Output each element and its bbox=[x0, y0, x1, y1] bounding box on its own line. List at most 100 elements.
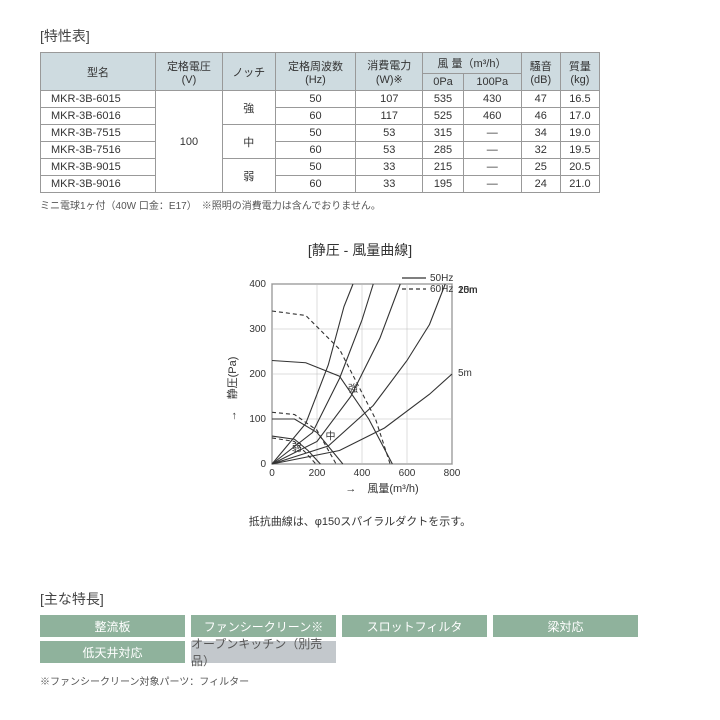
cell-weight: 19.0 bbox=[560, 125, 599, 142]
th-weight-text: 質量 (kg) bbox=[569, 61, 591, 86]
svg-text:200: 200 bbox=[309, 468, 326, 479]
th-freq-text: 定格周波数 (Hz) bbox=[288, 61, 343, 86]
table-row: MKR-3B-7515中5053315―3419.0 bbox=[41, 125, 600, 142]
svg-text:800: 800 bbox=[444, 468, 461, 479]
cell-noise: 47 bbox=[521, 91, 560, 108]
table-row: MKR-3B-9016 6033195―2421.0 bbox=[41, 176, 600, 193]
cell-af0: 315 bbox=[423, 125, 464, 142]
feature-box: ファンシークリーン※ bbox=[191, 615, 336, 637]
cell-af0: 195 bbox=[423, 176, 464, 193]
cell-weight: 16.5 bbox=[560, 91, 599, 108]
th-power-text: 消費電力 (W)※ bbox=[367, 60, 411, 86]
cell-af0: 285 bbox=[423, 142, 464, 159]
cell-model: MKR-3B-9015 bbox=[41, 159, 156, 176]
th-notch: ノッチ bbox=[222, 53, 275, 91]
th-freq: 定格周波数 (Hz) bbox=[275, 53, 356, 91]
svg-text:200: 200 bbox=[249, 369, 266, 380]
cell-power: 107 bbox=[356, 91, 423, 108]
table-row: MKR-3B-6015100強501075354304716.5 bbox=[41, 91, 600, 108]
cell-af0: 535 bbox=[423, 91, 464, 108]
svg-text:50Hz: 50Hz bbox=[430, 273, 453, 284]
features-title: [主な特長] bbox=[40, 589, 680, 609]
cell-model: MKR-3B-6016 bbox=[41, 108, 156, 125]
table-row: MKR-3B-6016 601175254604617.0 bbox=[41, 108, 600, 125]
cell-noise: 34 bbox=[521, 125, 560, 142]
svg-text:100: 100 bbox=[249, 414, 266, 425]
cell-weight: 19.5 bbox=[560, 142, 599, 159]
svg-text:400: 400 bbox=[249, 279, 266, 290]
svg-text:0: 0 bbox=[269, 468, 275, 479]
cell-weight: 20.5 bbox=[560, 159, 599, 176]
svg-text:25m: 25m bbox=[458, 285, 477, 296]
th-noise: 騒音 (dB) bbox=[521, 53, 560, 91]
cell-noise: 32 bbox=[521, 142, 560, 159]
svg-text:→ 静圧(Pa): → 静圧(Pa) bbox=[225, 357, 239, 422]
svg-text:400: 400 bbox=[354, 468, 371, 479]
feature-box: スロットフィルタ bbox=[342, 615, 487, 637]
th-af0: 0Pa bbox=[423, 74, 464, 91]
svg-text:0: 0 bbox=[260, 459, 266, 470]
cell-notch: 中 bbox=[222, 125, 275, 159]
cell-voltage: 100 bbox=[156, 91, 223, 193]
cell-power: 53 bbox=[356, 125, 423, 142]
chart-note: 抵抗曲線は、φ150スパイラルダクトを示す。 bbox=[40, 513, 680, 529]
svg-text:中: 中 bbox=[326, 429, 336, 442]
spec-table: 型名 定格電圧 (V) ノッチ 定格周波数 (Hz) 消費電力 (W)※ 風 量… bbox=[40, 52, 600, 193]
cell-freq: 50 bbox=[275, 159, 356, 176]
cell-freq: 60 bbox=[275, 108, 356, 125]
svg-text:弱: 弱 bbox=[292, 442, 302, 454]
cell-freq: 50 bbox=[275, 91, 356, 108]
cell-freq: 50 bbox=[275, 125, 356, 142]
cell-af100: ― bbox=[463, 176, 521, 193]
spec-table-title: [特性表] bbox=[40, 26, 680, 46]
th-model: 型名 bbox=[41, 53, 156, 91]
cell-model: MKR-3B-6015 bbox=[41, 91, 156, 108]
cell-weight: 21.0 bbox=[560, 176, 599, 193]
spec-footnote: ミニ電球1ヶ付（40W 口金：E17） ※照明の消費電力は含んでおりません。 bbox=[40, 197, 680, 212]
cell-af0: 525 bbox=[423, 108, 464, 125]
feature-box: 梁対応 bbox=[493, 615, 638, 637]
feature-box: 整流板 bbox=[40, 615, 185, 637]
cell-af100: ― bbox=[463, 125, 521, 142]
svg-text:5m: 5m bbox=[458, 368, 472, 379]
feature-box: オープンキッチン（別売品） bbox=[191, 641, 336, 663]
cell-af100: ― bbox=[463, 142, 521, 159]
th-noise-text: 騒音 (dB) bbox=[530, 61, 552, 86]
cell-noise: 46 bbox=[521, 108, 560, 125]
features-row-1: 整流板ファンシークリーン※ スロットフィルタ梁対応 bbox=[40, 615, 680, 637]
svg-text:300: 300 bbox=[249, 324, 266, 335]
cell-notch: 弱 bbox=[222, 159, 275, 193]
cell-weight: 17.0 bbox=[560, 108, 599, 125]
cell-noise: 24 bbox=[521, 176, 560, 193]
table-row: MKR-3B-9015弱5033215―2520.5 bbox=[41, 159, 600, 176]
cell-power: 33 bbox=[356, 176, 423, 193]
cell-model: MKR-3B-7515 bbox=[41, 125, 156, 142]
pressure-airflow-chart: 0 200 400 600 800 0 100 200 300 400 → 風量(m³/h) → 静圧… bbox=[210, 264, 510, 504]
cell-af100: 460 bbox=[463, 108, 521, 125]
th-weight: 質量 (kg) bbox=[560, 53, 599, 91]
cell-freq: 60 bbox=[275, 142, 356, 159]
th-power: 消費電力 (W)※ bbox=[356, 53, 423, 91]
cell-af100: 430 bbox=[463, 91, 521, 108]
th-voltage-text: 定格電圧 (V) bbox=[167, 61, 211, 86]
cell-power: 33 bbox=[356, 159, 423, 176]
cell-model: MKR-3B-9016 bbox=[41, 176, 156, 193]
chart-title: [静圧 - 風量曲線] bbox=[40, 240, 680, 260]
cell-model: MKR-3B-7516 bbox=[41, 142, 156, 159]
features-footnote: ※ファンシークリーン対象パーツ：フィルター bbox=[40, 673, 680, 688]
svg-text:→ 風量(m³/h): → 風量(m³/h) bbox=[345, 482, 418, 495]
cell-af0: 215 bbox=[423, 159, 464, 176]
cell-noise: 25 bbox=[521, 159, 560, 176]
svg-text:600: 600 bbox=[399, 468, 416, 479]
cell-notch: 強 bbox=[222, 91, 275, 125]
svg-text:強: 強 bbox=[348, 382, 358, 395]
cell-power: 53 bbox=[356, 142, 423, 159]
cell-af100: ― bbox=[463, 159, 521, 176]
cell-freq: 60 bbox=[275, 176, 356, 193]
features-row-2: 低天井対応オープンキッチン（別売品） bbox=[40, 641, 680, 663]
th-voltage: 定格電圧 (V) bbox=[156, 53, 223, 91]
table-row: MKR-3B-7516 6053285―3219.5 bbox=[41, 142, 600, 159]
th-af100: 100Pa bbox=[463, 74, 521, 91]
cell-power: 117 bbox=[356, 108, 423, 125]
th-airflow: 風 量（m³/h） bbox=[423, 53, 521, 74]
